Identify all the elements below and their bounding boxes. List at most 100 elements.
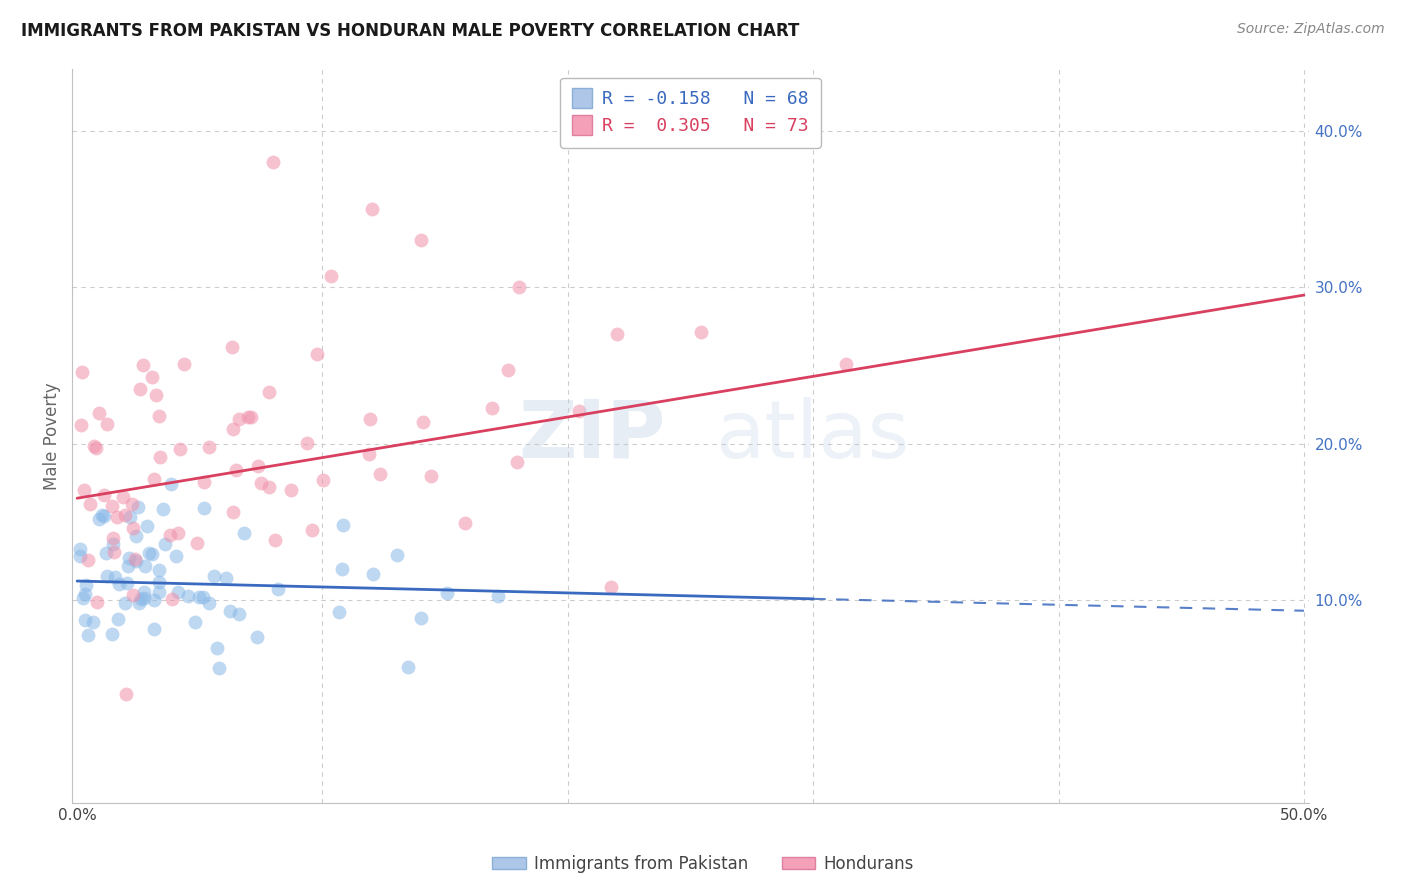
Point	[91, 508, 114, 522]
Point	[508, 280, 530, 294]
Point	[186, 536, 208, 550]
Point	[117, 551, 139, 566]
Legend: R = -0.158   N = 68, R =  0.305   N = 73: R = -0.158 N = 68, R = 0.305 N = 73	[560, 78, 821, 148]
Point	[689, 326, 711, 340]
Point	[215, 571, 238, 585]
Point	[101, 531, 124, 545]
Point	[409, 234, 432, 248]
Point	[165, 549, 187, 563]
Point	[197, 440, 219, 454]
Point	[101, 537, 124, 551]
Point	[96, 569, 118, 583]
Point	[207, 640, 229, 655]
Point	[233, 525, 256, 540]
Point	[239, 410, 262, 425]
Point	[127, 500, 149, 515]
Text: IMMIGRANTS FROM PAKISTAN VS HONDURAN MALE POVERTY CORRELATION CHART: IMMIGRANTS FROM PAKISTAN VS HONDURAN MAL…	[21, 22, 800, 40]
Point	[107, 577, 129, 591]
Point	[496, 362, 519, 376]
Point	[125, 529, 148, 543]
Point	[114, 687, 136, 701]
Point	[368, 467, 391, 481]
Point	[100, 627, 122, 641]
Point	[86, 595, 108, 609]
Point	[114, 508, 136, 523]
Y-axis label: Male Poverty: Male Poverty	[44, 382, 60, 490]
Point	[246, 630, 269, 644]
Point	[114, 596, 136, 610]
Point	[159, 528, 181, 542]
Point	[105, 510, 128, 524]
Point	[396, 660, 419, 674]
Point	[505, 455, 527, 469]
Point	[152, 501, 174, 516]
Point	[148, 409, 170, 423]
Point	[83, 438, 105, 452]
Point	[87, 512, 110, 526]
Point	[70, 418, 93, 433]
Point	[319, 268, 342, 283]
Point	[420, 469, 443, 483]
Text: ZIP: ZIP	[519, 397, 666, 475]
Point	[191, 591, 214, 605]
Point	[197, 596, 219, 610]
Point	[121, 497, 143, 511]
Point	[77, 553, 100, 567]
Point	[305, 347, 328, 361]
Point	[135, 519, 157, 533]
Point	[357, 447, 380, 461]
Point	[221, 422, 243, 436]
Point	[173, 357, 195, 371]
Text: atlas: atlas	[716, 397, 910, 475]
Point	[128, 596, 150, 610]
Point	[148, 563, 170, 577]
Point	[228, 412, 250, 426]
Point	[280, 483, 302, 498]
Point	[148, 584, 170, 599]
Point	[132, 591, 155, 605]
Point	[69, 549, 91, 564]
Point	[222, 505, 245, 519]
Point	[328, 605, 350, 619]
Point	[75, 578, 97, 592]
Point	[409, 611, 432, 625]
Point	[93, 508, 115, 523]
Point	[568, 404, 591, 418]
Point	[184, 615, 207, 629]
Point	[134, 558, 156, 573]
Point	[257, 480, 280, 494]
Point	[225, 463, 247, 477]
Point	[84, 442, 107, 456]
Point	[94, 546, 117, 560]
Point	[257, 385, 280, 400]
Point	[132, 585, 155, 599]
Point	[488, 589, 510, 603]
Point	[111, 490, 134, 504]
Point	[169, 442, 191, 456]
Point	[107, 612, 129, 626]
Point	[228, 607, 250, 622]
Point	[69, 541, 91, 556]
Point	[167, 585, 190, 599]
Point	[82, 615, 104, 629]
Point	[72, 365, 94, 379]
Point	[79, 497, 101, 511]
Point	[93, 488, 115, 502]
Point	[160, 592, 183, 607]
Point	[138, 546, 160, 560]
Point	[142, 622, 165, 636]
Point	[208, 661, 231, 675]
Point	[73, 483, 96, 497]
Point	[103, 545, 125, 559]
Point	[153, 537, 176, 551]
Point	[188, 590, 211, 604]
Point	[264, 533, 287, 548]
Point	[104, 570, 127, 584]
Point	[606, 327, 628, 342]
Point	[143, 472, 166, 486]
Point	[246, 458, 269, 473]
Text: Source: ZipAtlas.com: Source: ZipAtlas.com	[1237, 22, 1385, 37]
Point	[121, 521, 143, 535]
Point	[359, 412, 381, 426]
Point	[129, 382, 152, 396]
